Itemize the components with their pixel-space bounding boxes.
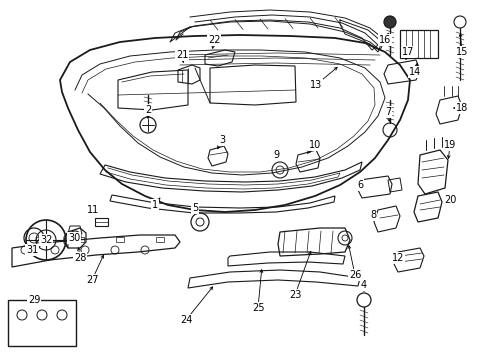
Circle shape [384, 16, 396, 28]
Text: 5: 5 [192, 203, 198, 213]
Text: 23: 23 [289, 290, 301, 300]
Text: 3: 3 [219, 135, 225, 145]
Text: 24: 24 [180, 315, 192, 325]
Text: 7: 7 [385, 107, 391, 117]
Text: 19: 19 [444, 140, 456, 150]
Text: 16: 16 [379, 35, 391, 45]
Text: 25: 25 [252, 303, 264, 313]
Text: 12: 12 [392, 253, 404, 263]
Text: 26: 26 [349, 270, 361, 280]
Text: 1: 1 [152, 200, 158, 210]
Text: 15: 15 [456, 47, 468, 57]
Text: 2: 2 [145, 105, 151, 115]
Text: 13: 13 [310, 80, 322, 90]
Text: 6: 6 [357, 180, 363, 190]
Text: 4: 4 [361, 280, 367, 290]
Text: 17: 17 [402, 47, 414, 57]
Text: 22: 22 [208, 35, 220, 45]
Text: 29: 29 [28, 295, 40, 305]
Text: 32: 32 [40, 235, 52, 245]
Text: 27: 27 [86, 275, 98, 285]
Text: 18: 18 [456, 103, 468, 113]
Text: 9: 9 [273, 150, 279, 160]
Text: 31: 31 [26, 245, 38, 255]
Text: 10: 10 [309, 140, 321, 150]
Text: 11: 11 [87, 205, 99, 215]
Text: 8: 8 [370, 210, 376, 220]
Text: 28: 28 [74, 253, 86, 263]
Text: 20: 20 [444, 195, 456, 205]
Text: 14: 14 [409, 67, 421, 77]
Bar [400, 30, 438, 58]
Bar [8, 300, 76, 346]
Text: 30: 30 [68, 233, 80, 243]
Text: 21: 21 [176, 50, 188, 60]
